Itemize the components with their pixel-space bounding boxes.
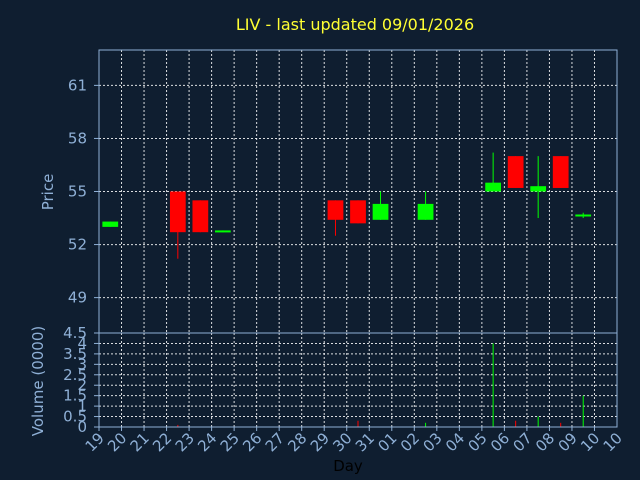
candle-body (575, 214, 592, 217)
volume-tick-label: 0.5 (63, 408, 87, 426)
candle-body (507, 156, 524, 188)
price-tick-label: 58 (68, 129, 87, 147)
candle-body (350, 200, 366, 224)
price-tick-label: 61 (68, 76, 87, 94)
volume-tick-label: 4 (77, 334, 87, 352)
candle-body (417, 203, 434, 220)
price-tick-label: 55 (68, 183, 87, 201)
candle-body (214, 230, 231, 233)
candle-body (552, 156, 569, 188)
candle-body (169, 191, 186, 233)
volume-tick-label: 1.5 (63, 387, 87, 405)
volume-frame (98, 332, 618, 428)
candle-body (530, 186, 547, 192)
volume-tick-label: 0 (77, 418, 87, 436)
candle-body (192, 200, 209, 233)
chart-title: LIV - last updated 09/01/2026 (236, 15, 474, 34)
price-axis-label: Price (39, 174, 57, 211)
candle-body (372, 203, 389, 220)
x-tick-label: 10 (600, 429, 626, 455)
price-tick-label: 52 (68, 236, 87, 254)
volume-panel: 00.511.522.533.544.5 (63, 324, 618, 436)
volume-tick-label: 2.5 (63, 366, 87, 384)
volume-tick-label: 1 (77, 397, 87, 415)
candle-body (102, 221, 119, 227)
volume-axis-label: Volume (0000) (29, 326, 47, 436)
volume-tick-label: 3 (77, 355, 87, 373)
price-panel: 49 52 55 58 61 (68, 49, 618, 334)
volume-tick-label: 4.5 (63, 324, 87, 342)
candle-body (485, 182, 502, 192)
volume-tick-label: 2 (77, 376, 87, 394)
volume-tick-label: 3.5 (63, 345, 87, 363)
x-axis: 1920212223242526272829303101020304050607… (82, 427, 626, 455)
x-axis-label: Day (333, 457, 363, 475)
candle-body (327, 200, 344, 220)
price-tick-label: 49 (68, 289, 87, 307)
